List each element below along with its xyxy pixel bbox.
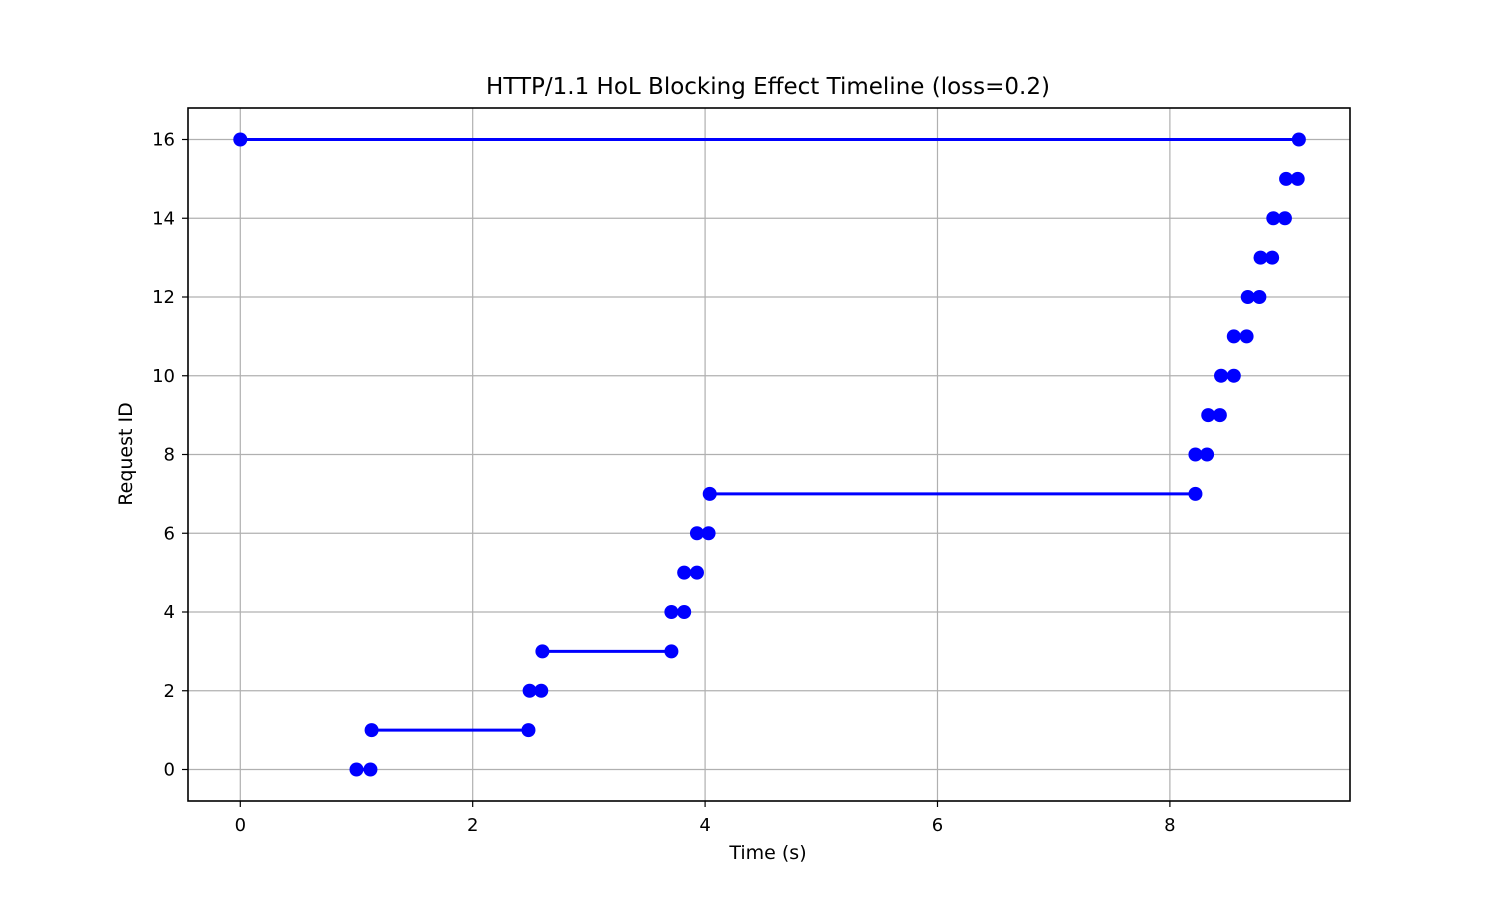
y-tick-label: 14 [152, 208, 175, 229]
request-14-start-point [1266, 211, 1281, 226]
request-12-start-point [1240, 290, 1255, 304]
axis-ticks: 0 2 4 6 8 0 2 4 6 8 10 12 14 16 [152, 130, 1176, 837]
request-11-start-point [1226, 329, 1241, 344]
request-13-start-point [1253, 250, 1268, 265]
request-4 [664, 605, 692, 619]
request-0-end-point [363, 762, 378, 777]
request-8-start-point [1188, 447, 1203, 462]
request-2 [522, 683, 549, 698]
y-tick-label: 16 [152, 130, 175, 151]
request-11-end-point [1239, 329, 1254, 344]
request-0 [349, 762, 378, 777]
request-8-end-point [1200, 447, 1215, 462]
y-tick-label: 2 [164, 681, 175, 702]
request-15-end-point [1290, 171, 1305, 186]
x-tick-label: 4 [699, 815, 710, 836]
request-13-end-point [1265, 250, 1280, 265]
x-tick-label: 8 [1164, 815, 1175, 836]
request-1 [364, 723, 536, 738]
request-14 [1266, 211, 1292, 226]
request-9-end-point [1212, 408, 1227, 423]
request-10-end-point [1226, 368, 1241, 383]
chart-title: HTTP/1.1 HoL Blocking Effect Timeline (l… [486, 74, 1050, 100]
request-7-start-point [702, 486, 717, 501]
request-5 [677, 565, 704, 580]
request-6-start-point [689, 526, 704, 541]
request-5-start-point [677, 565, 692, 580]
request-7 [702, 486, 1203, 501]
request-11 [1226, 329, 1254, 344]
request-16 [233, 132, 1306, 147]
request-3-start-point [535, 644, 550, 659]
request-16-start-point [233, 132, 248, 147]
request-10 [1214, 368, 1241, 383]
request-1-start-point [364, 723, 379, 738]
request-2-start-point [522, 683, 537, 698]
request-16-end-point [1291, 132, 1306, 147]
request-6-end-point [701, 526, 716, 541]
y-tick-label: 8 [164, 445, 175, 466]
request-10-start-point [1214, 368, 1229, 383]
x-tick-label: 2 [467, 815, 478, 836]
request-15 [1279, 171, 1305, 186]
request-4-end-point [677, 605, 692, 619]
request-2-end-point [534, 683, 549, 698]
request-1-end-point [521, 723, 536, 738]
request-5-end-point [689, 565, 704, 580]
request-7-end-point [1188, 486, 1203, 501]
request-8 [1188, 447, 1215, 462]
request-3 [535, 644, 679, 659]
y-tick-label: 10 [152, 366, 175, 387]
request-13 [1253, 250, 1280, 265]
request-12 [1240, 290, 1267, 304]
request-6 [689, 526, 716, 541]
y-tick-label: 12 [152, 287, 175, 308]
x-axis-label: Time (s) [728, 842, 806, 864]
x-tick-label: 0 [235, 815, 246, 836]
request-15-start-point [1279, 171, 1294, 186]
x-tick-label: 6 [932, 815, 943, 836]
data-series [233, 132, 1306, 777]
request-9-start-point [1201, 408, 1216, 423]
request-9 [1201, 408, 1227, 423]
y-tick-label: 4 [164, 602, 175, 623]
y-tick-label: 0 [164, 760, 175, 781]
request-3-end-point [664, 644, 679, 659]
request-14-end-point [1277, 211, 1292, 226]
request-4-start-point [664, 605, 679, 619]
y-axis-label: Request ID [115, 402, 137, 505]
request-0-start-point [349, 762, 364, 777]
y-tick-label: 6 [164, 523, 175, 544]
request-12-end-point [1252, 290, 1267, 304]
